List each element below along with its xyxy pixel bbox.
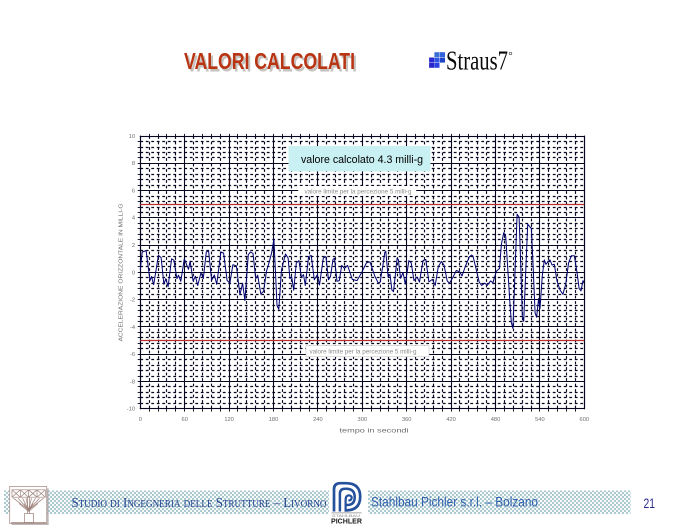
svg-text:valore limite per la percezion: valore limite per la percezione 5 milli-… [305, 188, 412, 195]
svg-text:VALORI CALCOLATI: VALORI CALCOLATI [184, 48, 355, 74]
svg-text:300: 300 [358, 417, 368, 423]
svg-text:-6: -6 [130, 352, 135, 358]
svg-text:21: 21 [644, 496, 656, 512]
svg-text:10: 10 [129, 134, 135, 140]
svg-text:420: 420 [446, 417, 456, 423]
svg-text:8: 8 [132, 161, 135, 167]
svg-text:4: 4 [132, 216, 135, 222]
svg-text:ACCELERAZIONE ORIZZONTALE IN M: ACCELERAZIONE ORIZZONTALE IN MILLI-G [119, 204, 125, 342]
svg-text:-4: -4 [130, 325, 135, 331]
svg-text:6: 6 [132, 188, 135, 194]
svg-text:STAHLBAU: STAHLBAU [332, 514, 361, 518]
svg-text:360: 360 [402, 417, 412, 423]
svg-text:Straus7: Straus7 [446, 45, 508, 76]
svg-text:Stahlbau Pichler s.r.l. – Bolz: Stahlbau Pichler s.r.l. – Bolzano [371, 495, 538, 510]
svg-text:180: 180 [269, 417, 279, 423]
svg-text:540: 540 [535, 417, 545, 423]
svg-text:-2: -2 [130, 298, 135, 304]
svg-text:2: 2 [132, 243, 135, 249]
svg-text:-10: -10 [127, 407, 135, 413]
svg-text:60: 60 [182, 417, 188, 423]
svg-text:480: 480 [491, 417, 501, 423]
svg-text:-8: -8 [130, 379, 135, 385]
svg-text:0: 0 [132, 270, 135, 276]
svg-text:240: 240 [313, 417, 323, 423]
svg-text:VALORI CALCOLATI: VALORI CALCOLATI [186, 50, 357, 76]
svg-text:valore calcolato 4.3 milli-g: valore calcolato 4.3 milli-g [301, 154, 423, 166]
svg-text:0: 0 [139, 417, 142, 423]
svg-text:Studio di Ingegneria delle Str: Studio di Ingegneria delle Strutture – L… [72, 496, 327, 511]
svg-text:PICHLER: PICHLER [331, 518, 362, 525]
svg-text:valore limite per la percezion: valore limite per la percezione 5 milli-… [310, 349, 417, 356]
svg-text:600: 600 [580, 417, 590, 423]
svg-text:120: 120 [224, 417, 234, 423]
svg-text:tempo in secondi: tempo in secondi [340, 428, 409, 435]
